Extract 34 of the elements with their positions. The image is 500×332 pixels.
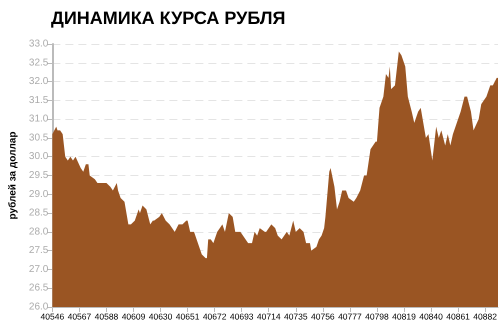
x-tick-label: 40588 (94, 312, 119, 322)
y-tick-label: 26.5 (28, 282, 49, 294)
y-tick-label: 31.0 (28, 114, 49, 125)
x-tick-label: 40630 (148, 312, 173, 322)
y-tick-label: 28.5 (28, 208, 49, 219)
x-tick-label: 40840 (419, 312, 444, 322)
y-tick-label: 29.0 (28, 188, 49, 200)
x-tick-label: 40567 (68, 312, 92, 322)
y-tick-label: 30.0 (28, 151, 49, 162)
y-tick-label: 30.5 (28, 132, 49, 144)
y-tick-label: 27.0 (28, 264, 49, 275)
x-tick-label: 40819 (392, 312, 416, 322)
x-tick-label: 40609 (122, 312, 146, 322)
x-tick-label: 40651 (176, 312, 200, 322)
y-tick-label: 29.5 (28, 170, 49, 181)
y-tick-label: 28.0 (28, 226, 49, 238)
y-tick-label: 31.5 (28, 94, 49, 106)
y-tick-label: 32.5 (28, 57, 49, 68)
y-tick-label: 33.0 (28, 38, 49, 50)
x-tick-label: 40714 (256, 312, 281, 322)
x-tick-label: 40861 (446, 312, 470, 322)
x-tick-label: 40693 (230, 312, 254, 322)
y-tick-label: 27.5 (28, 245, 49, 256)
y-tick-label: 32.0 (28, 76, 49, 88)
x-tick-label: 40798 (365, 312, 390, 322)
x-tick-label: 40672 (202, 312, 227, 322)
y-tick-label: 26.0 (28, 302, 49, 312)
chart-title: ДИНАМИКА КУРСА РУБЛЯ (51, 8, 286, 28)
y-axis-title: рублей за доллар (8, 132, 18, 220)
x-tick-label: 40756 (311, 312, 335, 322)
x-tick-label: 40735 (284, 312, 308, 322)
x-tick-label: 40546 (40, 312, 64, 322)
x-tick-label: 40882 (473, 312, 498, 322)
x-tick-label: 40777 (338, 312, 362, 322)
